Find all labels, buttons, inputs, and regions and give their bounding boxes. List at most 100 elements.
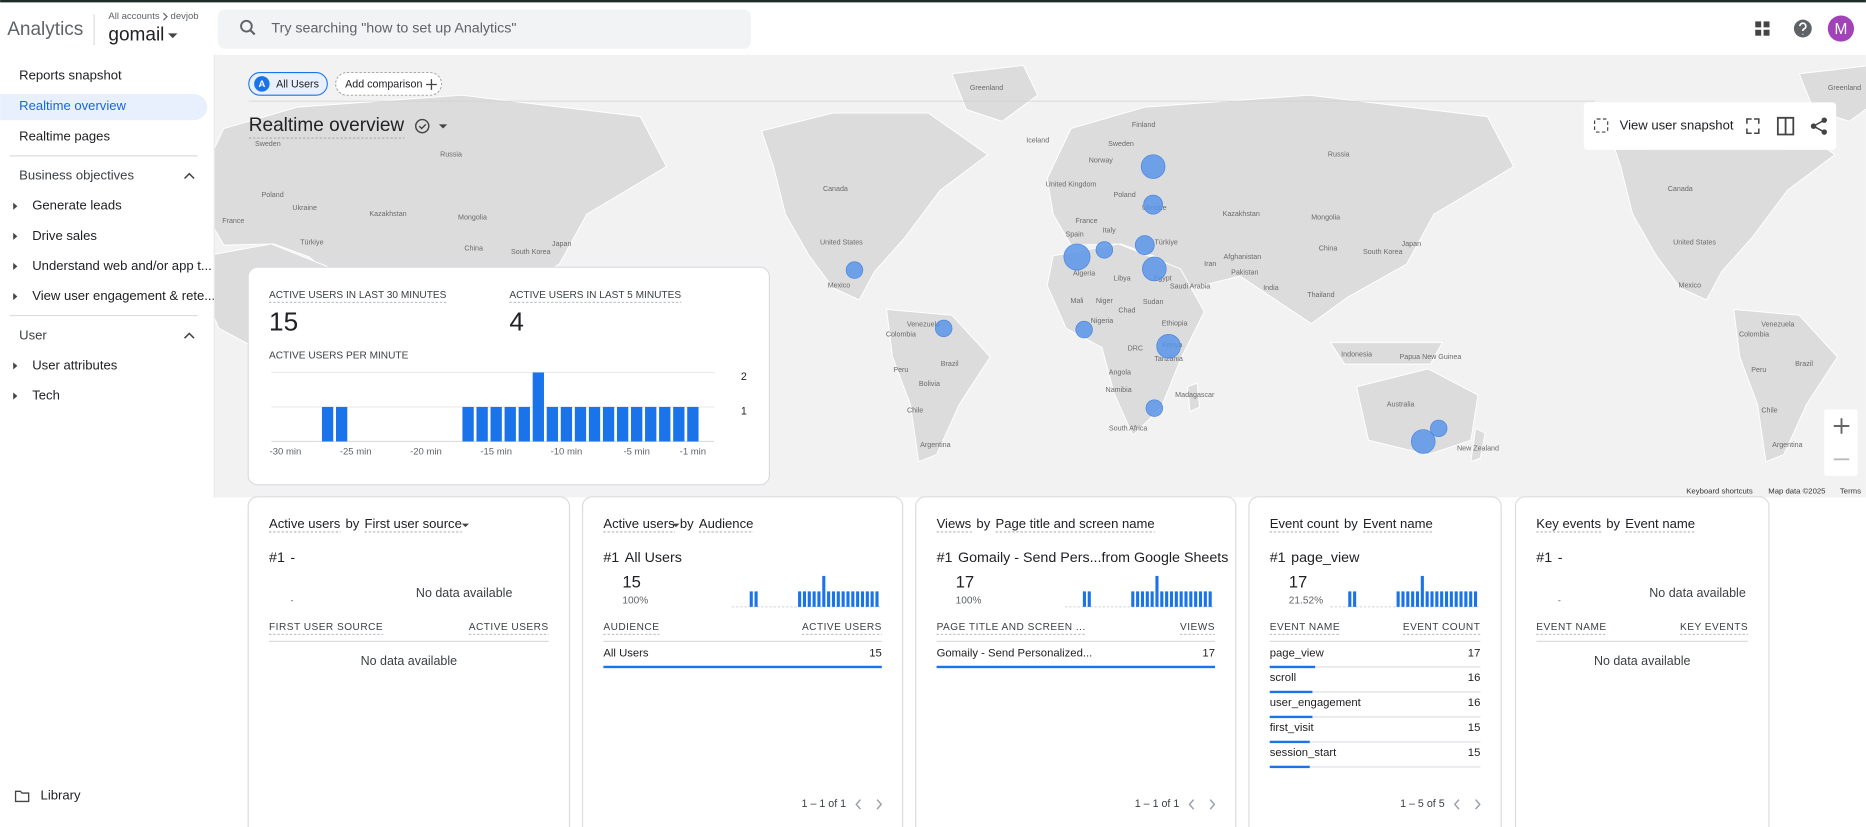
map-label: Thailand [1307, 291, 1334, 299]
help-icon[interactable] [1793, 19, 1812, 38]
map-label: South Africa [1109, 424, 1147, 432]
x-tick-label: -1 min [680, 447, 706, 458]
bar [476, 406, 488, 442]
apps-icon[interactable] [1755, 29, 1762, 36]
view-snapshot[interactable]: View user snapshot [1620, 118, 1734, 133]
bar [1136, 591, 1140, 607]
map-label: Colombia [886, 330, 916, 338]
prev-page[interactable] [855, 799, 861, 810]
map-label: Egypt [1154, 274, 1172, 282]
nav-item[interactable]: Understand web and/or app t... [32, 258, 212, 273]
rank: #1 [269, 550, 285, 566]
map-label: Kazakhstan [1223, 210, 1260, 218]
page-title: Realtime overview [249, 115, 405, 136]
bar [546, 406, 559, 442]
map-label: Poland [1113, 191, 1135, 199]
map-label: Sudan [1143, 298, 1164, 306]
row-label[interactable]: session_start [1270, 747, 1337, 759]
avatar[interactable] [1827, 15, 1855, 42]
nav-item[interactable]: Tech [32, 387, 60, 402]
card-title-dimension[interactable]: Event name [1363, 516, 1433, 531]
map-label: Russia [1328, 151, 1350, 159]
title-caret[interactable] [438, 124, 448, 129]
row-label[interactable]: scroll [1270, 672, 1296, 684]
card-title-metric[interactable]: Active users [603, 516, 675, 531]
verified-icon [414, 118, 430, 134]
avatar-initial: M [1834, 21, 1847, 38]
compare-icon[interactable] [1776, 116, 1795, 136]
card-title-dimension[interactable]: Event name [1625, 516, 1695, 531]
row-label[interactable]: first_visit [1270, 722, 1315, 734]
nav-item[interactable]: Drive sales [32, 228, 97, 243]
bar [1198, 591, 1203, 607]
map-label: Venezuela [1761, 321, 1794, 329]
next-page[interactable] [876, 799, 883, 810]
bar [846, 591, 850, 607]
bar [574, 406, 587, 442]
nav-item[interactable]: Realtime pages [19, 128, 110, 143]
land [1470, 427, 1486, 463]
prev-page[interactable] [1453, 799, 1460, 810]
nav-item[interactable]: View user engagement & rete... [32, 288, 215, 303]
next-page[interactable] [1209, 799, 1216, 810]
breadcrumb[interactable]: All accounts [108, 11, 159, 22]
property-name[interactable]: gomail [108, 25, 164, 46]
apps-icon[interactable] [1763, 29, 1770, 36]
location-bubble [935, 319, 953, 338]
map-label: Mali [1070, 297, 1083, 305]
row-bar [1269, 690, 1313, 694]
expand-arrow [13, 362, 18, 370]
row-label[interactable]: Gomaily - Send Personalized... [937, 647, 1093, 659]
apps-icon[interactable] [1755, 21, 1762, 28]
row-label[interactable]: All Users [603, 647, 649, 659]
nav-section[interactable]: Business objectives [19, 168, 134, 183]
card-title-dimension[interactable]: Audience [699, 516, 754, 531]
card-title-metric[interactable]: Views [937, 516, 972, 531]
next-page[interactable] [1475, 799, 1481, 810]
nav-item[interactable]: Reports snapshot [19, 68, 122, 83]
library-link[interactable]: Library [41, 788, 81, 803]
map-label: Argentina [920, 441, 951, 449]
nav-item[interactable]: Generate leads [32, 198, 122, 213]
map-label: Mongolia [458, 214, 487, 222]
add-comparison[interactable] [335, 72, 443, 96]
search-box[interactable] [217, 9, 751, 49]
row-label[interactable]: page_view [1270, 647, 1325, 659]
map-label: Ethiopia [1162, 320, 1188, 328]
share-icon [1821, 129, 1827, 135]
zoom-in[interactable] [1833, 418, 1850, 434]
segment-chip[interactable] [248, 72, 328, 96]
bar [504, 406, 516, 442]
nav-section[interactable]: User [19, 327, 47, 342]
map-label: Mexico [1679, 281, 1702, 289]
prev-page[interactable] [1188, 799, 1195, 810]
location-bubble [1095, 241, 1114, 259]
card-title-dimension[interactable]: First user source [365, 516, 462, 531]
map-label: Iceland [1026, 136, 1049, 144]
card-title-metric[interactable]: Key events [1536, 516, 1601, 531]
nav-item[interactable]: Realtime overview [19, 98, 126, 113]
verified-check [418, 123, 427, 130]
nav-item[interactable]: User attributes [32, 357, 118, 372]
expand-arrow [13, 232, 18, 240]
map-label: Spain [1065, 230, 1083, 238]
map-label: Angola [1109, 368, 1131, 376]
empty-table: No data available [1594, 654, 1691, 668]
card-title-metric[interactable]: Active users [269, 516, 341, 531]
bar [1469, 591, 1473, 607]
rank: #1 [1270, 550, 1286, 566]
location-bubble [1075, 320, 1093, 339]
breadcrumb[interactable]: devjob [171, 11, 199, 22]
map-label: Ukraine [292, 204, 317, 212]
map-label: Peru [1751, 366, 1766, 374]
breadcrumb-chevron [162, 12, 168, 21]
card-title-metric[interactable]: Event count [1270, 516, 1339, 531]
row-label[interactable]: user_engagement [1270, 697, 1362, 709]
map-label: Colombia [1739, 330, 1769, 338]
fullscreen-icon[interactable] [1746, 118, 1760, 135]
bar [1435, 591, 1439, 607]
apps-icon[interactable] [1763, 21, 1770, 28]
bar [1401, 591, 1405, 607]
card-title-dimension[interactable]: Page title and screen name [995, 516, 1154, 531]
